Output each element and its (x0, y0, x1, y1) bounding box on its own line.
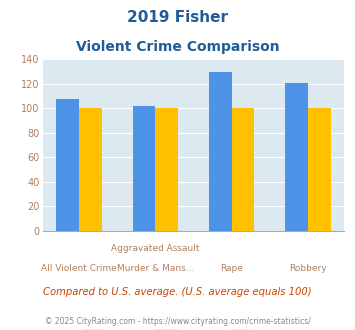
Bar (56, 99, 79, 231)
Bar (132, 106, 155, 231)
Text: Compared to U.S. average. (U.S. average equals 100): Compared to U.S. average. (U.S. average … (43, 287, 312, 297)
Text: 2019 Fisher: 2019 Fisher (127, 10, 228, 25)
Bar (231, 109, 255, 231)
Text: Robbery: Robbery (289, 264, 327, 273)
Legend: Fisher, Illinois, National: Fisher, Illinois, National (79, 326, 308, 330)
Bar (155, 109, 178, 231)
Text: Murder & Mans...: Murder & Mans... (117, 264, 194, 273)
Bar (79, 109, 102, 231)
Bar (285, 83, 308, 231)
Text: Rape: Rape (220, 264, 243, 273)
Bar (308, 109, 331, 231)
Text: Violent Crime Comparison: Violent Crime Comparison (76, 40, 279, 53)
Bar (209, 72, 231, 231)
Text: Aggravated Assault: Aggravated Assault (111, 244, 200, 253)
Text: © 2025 CityRating.com - https://www.cityrating.com/crime-statistics/: © 2025 CityRating.com - https://www.city… (45, 317, 310, 326)
Text: All Violent Crime: All Violent Crime (41, 264, 117, 273)
